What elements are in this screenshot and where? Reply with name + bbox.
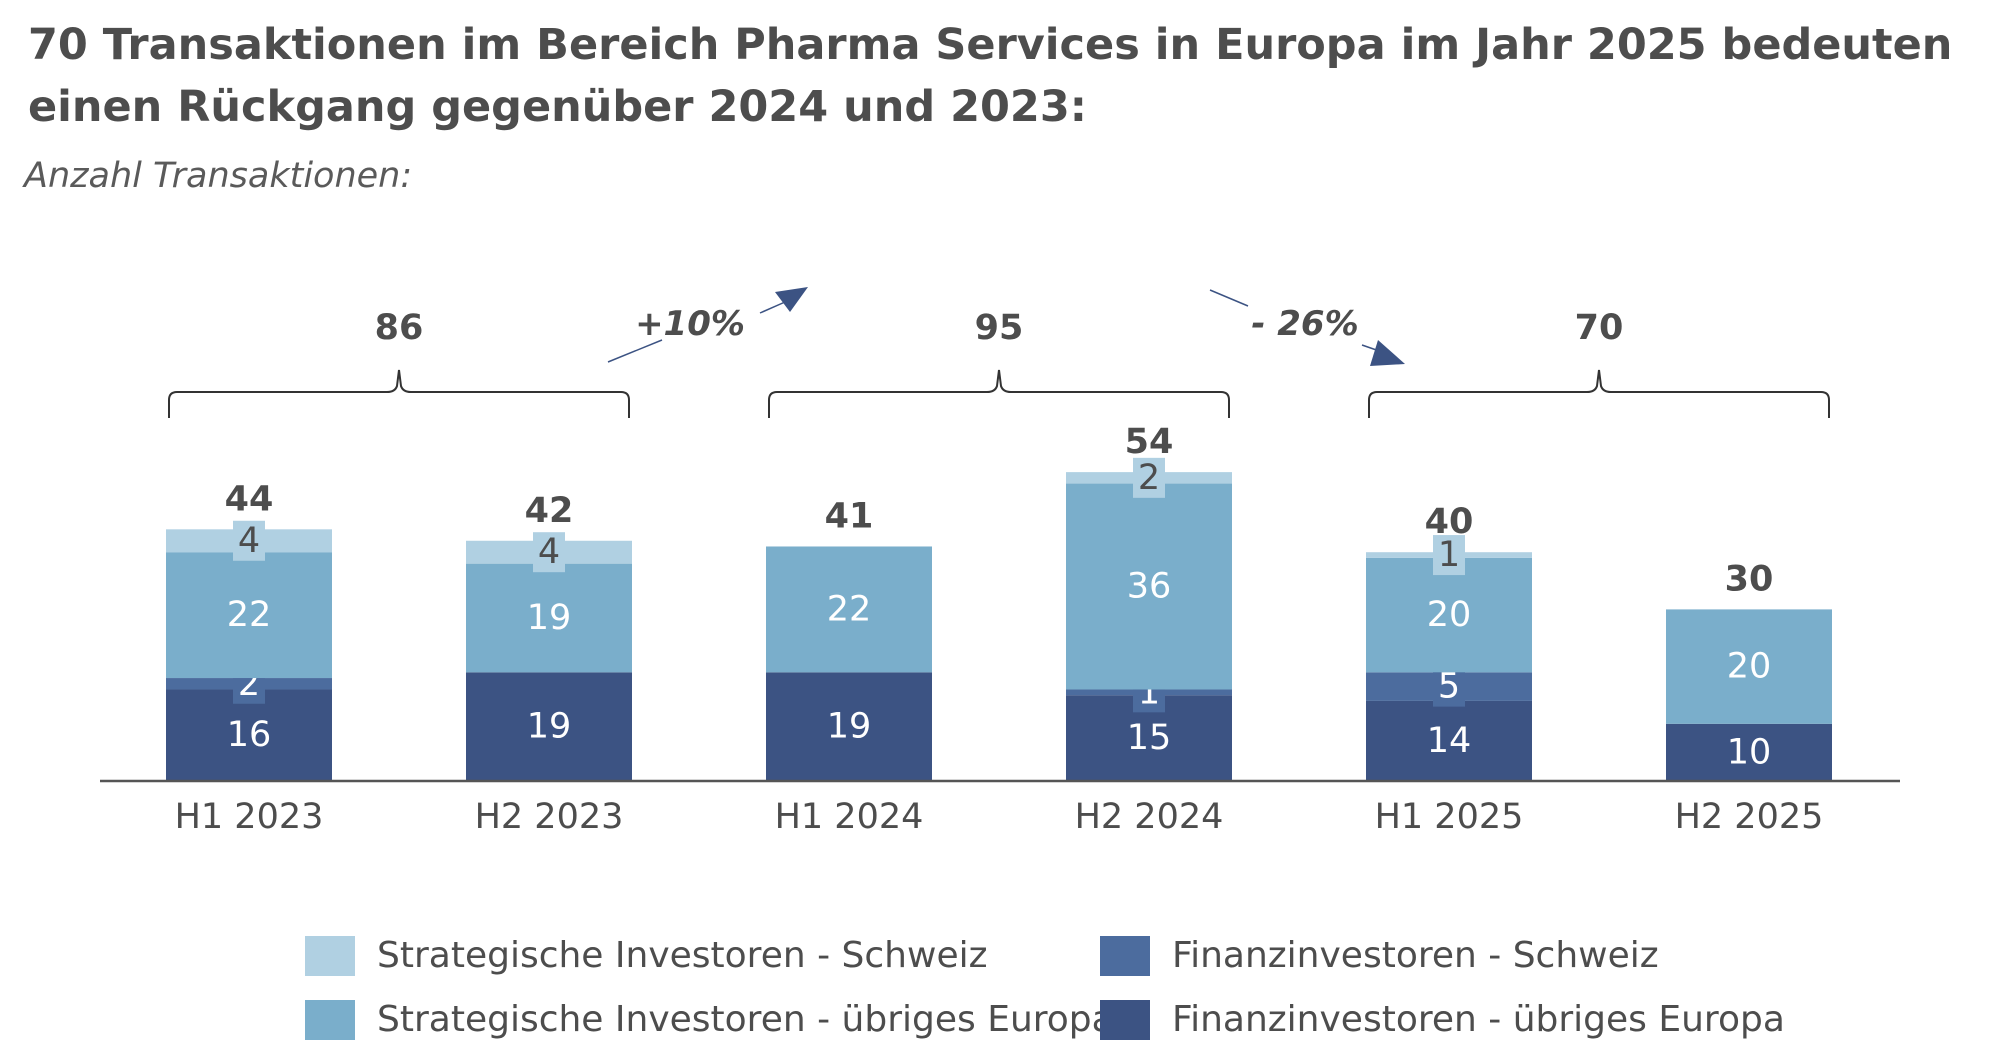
year-total-label: 86 bbox=[375, 308, 424, 348]
legend-label: Strategische Investoren - Schweiz bbox=[377, 935, 988, 976]
legend-item: Strategische Investoren - Schweiz bbox=[305, 935, 988, 976]
segment-value-label: 20 bbox=[1427, 595, 1472, 635]
segment-value-label: 19 bbox=[827, 707, 872, 747]
legend-item: Finanzinvestoren - Schweiz bbox=[1100, 935, 1659, 976]
year-bracket bbox=[168, 369, 630, 418]
legend-label: Strategische Investoren - übriges Europa bbox=[377, 999, 1114, 1040]
segment-value-label: 1 bbox=[1438, 535, 1460, 575]
bar-segment-finanz_europa bbox=[1366, 700, 1532, 781]
segment-value-label: 19 bbox=[527, 598, 572, 638]
segment-value-label: 19 bbox=[527, 707, 572, 747]
bar-segment-finanz_europa bbox=[166, 689, 332, 781]
bar-segment-strat_europa bbox=[1366, 557, 1532, 673]
bar-total-label: 40 bbox=[1425, 502, 1474, 542]
x-tick-label: H2 2023 bbox=[475, 797, 624, 837]
change-up-label: +10% bbox=[635, 304, 745, 344]
change-down-label: - 26% bbox=[1251, 304, 1358, 344]
change-arrow-line bbox=[759, 301, 786, 314]
bar-segment-finanz_europa bbox=[1666, 723, 1832, 781]
segment-label-box bbox=[1433, 535, 1465, 576]
segment-label-box bbox=[1133, 457, 1165, 498]
segment-value-label: 4 bbox=[238, 521, 260, 561]
legend-label: Finanzinvestoren - übriges Europa bbox=[1172, 999, 1785, 1040]
segment-value-label: 5 bbox=[1438, 667, 1460, 707]
legend-swatch bbox=[305, 935, 355, 976]
bar-segment-finanz_europa bbox=[466, 672, 632, 781]
arrow-up-head bbox=[775, 287, 808, 312]
segment-label-box bbox=[233, 520, 265, 561]
x-tick-label: H1 2023 bbox=[175, 797, 324, 837]
segment-value-label: 22 bbox=[227, 595, 272, 635]
bar-total-label: 54 bbox=[1125, 422, 1174, 462]
year-bracket bbox=[768, 369, 1230, 418]
bar-total-label: 41 bbox=[825, 496, 874, 536]
segment-value-label: 10 bbox=[1727, 732, 1772, 772]
segment-value-label: 4 bbox=[538, 532, 560, 572]
legend-swatch bbox=[305, 999, 355, 1040]
x-tick-label: H1 2024 bbox=[775, 797, 924, 837]
bar-total-label: 30 bbox=[1725, 559, 1774, 599]
change-arrow-line bbox=[607, 339, 663, 363]
x-tick-label: H2 2025 bbox=[1675, 797, 1824, 837]
segment-value-label: 15 bbox=[1127, 718, 1172, 758]
segment-value-label: 36 bbox=[1127, 567, 1172, 607]
legend-swatch bbox=[1100, 935, 1150, 976]
bar-segment-strat_europa bbox=[166, 552, 332, 679]
bar-total-label: 44 bbox=[225, 479, 274, 519]
segment-value-label: 2 bbox=[1138, 458, 1160, 498]
bar-segment-strat_europa bbox=[1066, 483, 1232, 690]
bar-segment-strat_europa bbox=[1666, 609, 1832, 724]
segment-label-box bbox=[533, 532, 565, 573]
bar-segment-strat_europa bbox=[466, 563, 632, 673]
legend-item: Finanzinvestoren - übriges Europa bbox=[1100, 999, 1785, 1040]
segment-value-label: 14 bbox=[1427, 721, 1472, 761]
year-total-label: 95 bbox=[975, 308, 1024, 348]
segment-value-label: 20 bbox=[1727, 647, 1772, 687]
bar-segment-strat_europa bbox=[766, 546, 932, 673]
segment-label-box bbox=[1433, 666, 1465, 707]
year-bracket bbox=[1368, 369, 1830, 418]
arrow-down-head bbox=[1370, 340, 1405, 366]
change-arrow-line bbox=[1209, 289, 1249, 307]
chart-title: 70 Transaktionen im Bereich Pharma Servi… bbox=[28, 20, 1953, 132]
legend-label: Finanzinvestoren - Schweiz bbox=[1172, 935, 1659, 976]
legend-item: Strategische Investoren - übriges Europa bbox=[305, 999, 1114, 1040]
chart-subtitle: Anzahl Transaktionen: bbox=[24, 156, 413, 196]
x-tick-label: H2 2024 bbox=[1075, 797, 1224, 837]
bar-segment-finanz_europa bbox=[766, 672, 932, 781]
legend-swatch bbox=[1100, 999, 1150, 1040]
segment-value-label: 22 bbox=[827, 589, 872, 629]
x-tick-label: H1 2025 bbox=[1375, 797, 1524, 837]
bar-total-label: 42 bbox=[525, 491, 574, 531]
segment-value-label: 16 bbox=[227, 715, 272, 755]
chart-legend: Strategische Investoren - Schweiz Strate… bbox=[305, 935, 1805, 1055]
year-total-label: 70 bbox=[1575, 308, 1624, 348]
